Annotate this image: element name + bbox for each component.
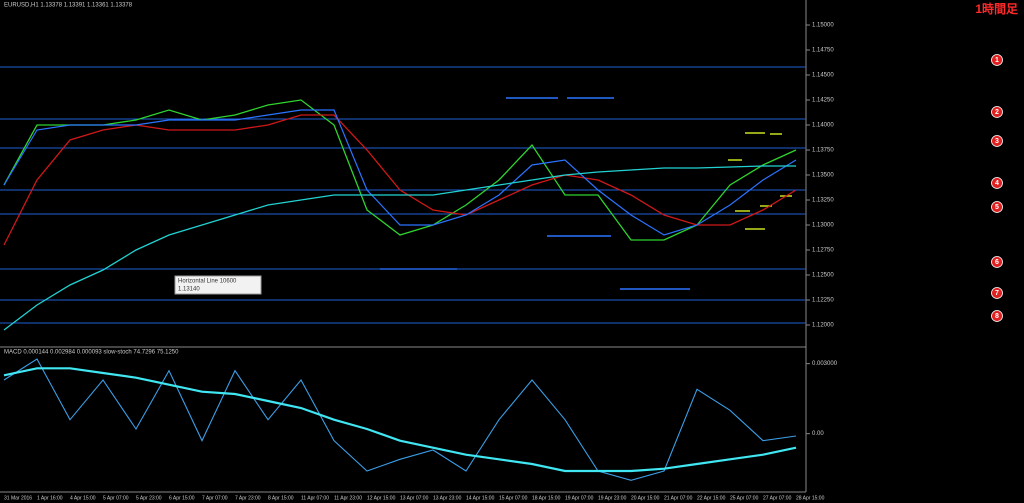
x-tick-label: 18 Apr 15:00 xyxy=(532,495,561,501)
level-label: 3 xyxy=(995,138,999,145)
y-tick-label: 1.13000 xyxy=(812,223,834,229)
x-tick-label: 22 Apr 15:00 xyxy=(697,495,726,501)
indicator-title: MACD 0.000144 0.002984 0.000093 slow-sto… xyxy=(4,350,179,356)
y-tick-label: 1.14500 xyxy=(812,73,834,79)
level-label: 1 xyxy=(995,57,999,64)
y-tick-label: 1.12750 xyxy=(812,248,834,254)
y-tick-label: 1.14750 xyxy=(812,48,834,54)
x-tick-label: 7 Apr 07:00 xyxy=(202,495,228,501)
x-tick-label: 19 Apr 07:00 xyxy=(565,495,594,501)
y-tick-label: 1.14250 xyxy=(812,98,834,104)
level-label: 7 xyxy=(995,290,999,297)
level-badge xyxy=(991,54,1003,66)
x-tick-label: 12 Apr 15:00 xyxy=(367,495,396,501)
series-line xyxy=(3,358,797,481)
series-line xyxy=(3,109,797,236)
level-label: 6 xyxy=(995,259,999,266)
x-tick-label: 6 Apr 15:00 xyxy=(169,495,195,501)
level-badge xyxy=(991,201,1003,213)
series-line xyxy=(3,367,797,473)
tooltip-box xyxy=(174,275,262,295)
chart-title: EURUSD,H1 1.13378 1.13391 1.13361 1.1337… xyxy=(4,3,133,9)
y-tick-label: 1.12000 xyxy=(812,323,834,329)
x-tick-label: 31 Mar 2016 xyxy=(4,495,32,501)
x-tick-label: 13 Apr 07:00 xyxy=(400,495,429,501)
y-tick-label: 1.13250 xyxy=(812,198,834,204)
y-tick-label: 0.003000 xyxy=(812,361,838,367)
y-tick-label: 1.14000 xyxy=(812,123,834,129)
x-tick-label: 19 Apr 23:00 xyxy=(598,495,627,501)
x-tick-label: 11 Apr 07:00 xyxy=(301,495,329,501)
level-label: 2 xyxy=(995,109,999,116)
timeframe-label: 1時間足 xyxy=(975,1,1018,16)
x-tick-label: 4 Apr 15:00 xyxy=(70,495,96,501)
level-badge xyxy=(991,135,1003,147)
y-tick-label: 1.12500 xyxy=(812,273,834,279)
x-tick-label: 8 Apr 15:00 xyxy=(268,495,294,501)
tooltip-title: Horizontal Line 10600 xyxy=(178,279,237,285)
series-line xyxy=(3,165,796,331)
x-tick-label: 27 Apr 07:00 xyxy=(763,495,792,501)
level-badge xyxy=(991,287,1003,299)
y-tick-label: 1.12250 xyxy=(812,298,834,304)
y-tick-label: 1.13500 xyxy=(812,173,834,179)
y-tick-label: 1.15000 xyxy=(812,23,834,29)
level-badge xyxy=(991,256,1003,268)
level-badge xyxy=(991,310,1003,322)
x-tick-label: 14 Apr 15:00 xyxy=(466,495,495,501)
x-tick-label: 5 Apr 23:00 xyxy=(136,495,162,501)
level-label: 5 xyxy=(995,204,999,211)
x-tick-label: 1 Apr 16:00 xyxy=(37,495,63,501)
x-tick-label: 20 Apr 15:00 xyxy=(631,495,660,501)
y-tick-label: 1.13750 xyxy=(812,148,834,154)
level-badge xyxy=(991,106,1003,118)
x-tick-label: 5 Apr 07:00 xyxy=(103,495,129,501)
x-tick-label: 15 Apr 07:00 xyxy=(499,495,528,501)
x-tick-label: 28 Apr 15:00 xyxy=(796,495,825,501)
level-label: 8 xyxy=(995,313,999,320)
x-tick-label: 25 Apr 07:00 xyxy=(730,495,759,501)
level-badge xyxy=(991,177,1003,189)
tooltip-value: 1.13140 xyxy=(178,287,200,293)
y-tick-label: 0.00 xyxy=(812,431,824,437)
x-tick-label: 7 Apr 23:00 xyxy=(235,495,261,501)
series-line xyxy=(3,99,797,241)
x-tick-label: 13 Apr 23:00 xyxy=(433,495,462,501)
x-tick-label: 21 Apr 07:00 xyxy=(664,495,693,501)
x-tick-label: 11 Apr 23:00 xyxy=(334,495,362,501)
level-label: 4 xyxy=(995,180,999,187)
